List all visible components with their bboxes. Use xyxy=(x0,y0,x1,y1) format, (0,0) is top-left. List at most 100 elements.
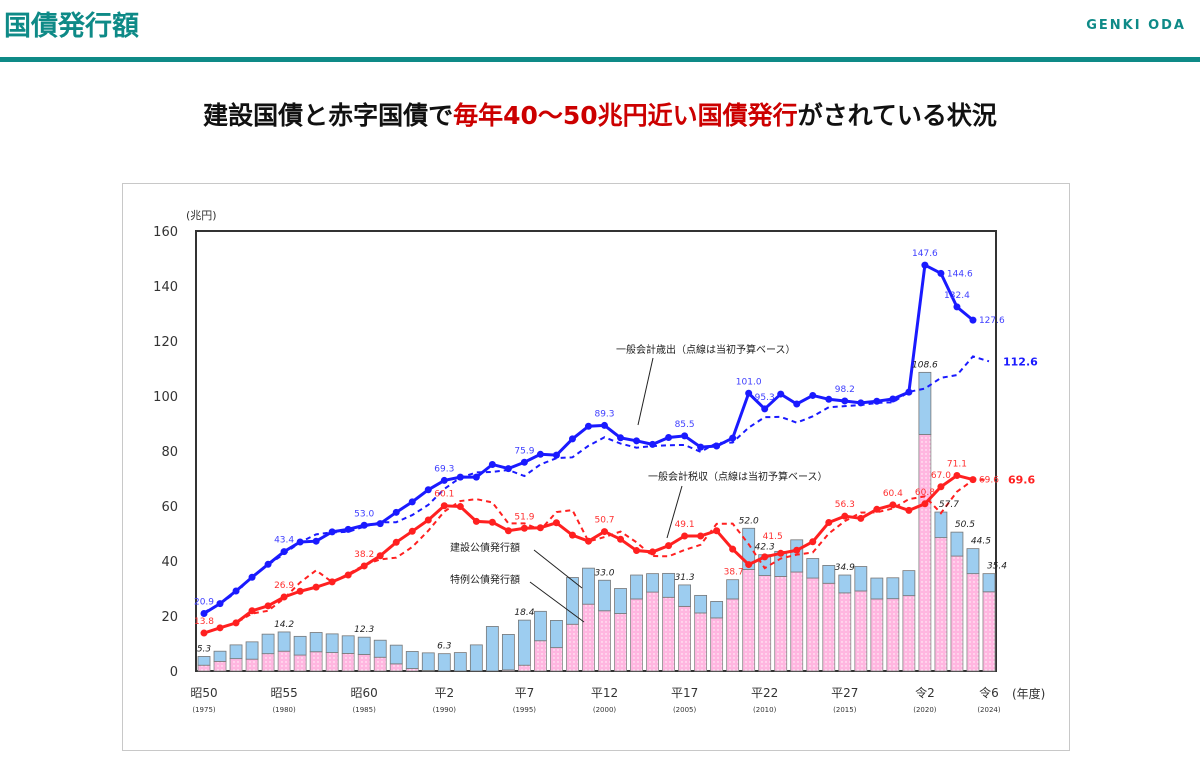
x-tick-sublabel: (2015) xyxy=(833,706,857,714)
bar-deficit-bond xyxy=(982,591,996,672)
y-tick-label: 20 xyxy=(161,610,178,625)
expenditure-value-label: 95.3 xyxy=(755,393,775,403)
bar-deficit-bond xyxy=(742,569,756,672)
bar-construction-bond xyxy=(646,573,659,593)
page-title: 国債発行額 xyxy=(4,11,139,42)
bond-total-label: 44.5 xyxy=(971,537,991,547)
bar-deficit-bond xyxy=(277,650,291,672)
x-tick-label: 令6 xyxy=(979,685,999,700)
expenditure-value-label: 75.9 xyxy=(514,446,534,456)
bond-total-label: 31.3 xyxy=(675,573,695,583)
line-tax-point xyxy=(456,503,464,511)
line-expenditure-point xyxy=(360,521,368,529)
y-tick-label: 60 xyxy=(161,500,178,515)
line-tax-point xyxy=(777,549,785,557)
bar-construction-bond xyxy=(550,620,563,649)
author-name: GENKI ODA xyxy=(1086,18,1186,33)
line-expenditure-point xyxy=(552,451,560,459)
line-expenditure-point xyxy=(889,395,897,403)
line-tax-point xyxy=(857,514,865,522)
bar-construction-bond xyxy=(870,577,884,600)
annotation-expenditure: 一般会計歳出（点線は当初予算ベース） xyxy=(616,343,796,356)
tax-budget-2024-label: 69.6 xyxy=(1008,474,1035,487)
bar-deficit-bond xyxy=(582,603,595,672)
line-tax-point xyxy=(793,546,801,554)
annotation-arrow xyxy=(637,357,654,426)
tax-value-label: 49.1 xyxy=(675,520,695,530)
bar-deficit-bond xyxy=(245,658,259,672)
line-tax-point xyxy=(552,519,560,527)
expenditure-value-label: 127.6 xyxy=(979,316,1005,326)
line-tax-point xyxy=(328,578,336,586)
bar-deficit-bond xyxy=(614,613,627,672)
bar-construction-bond xyxy=(726,579,740,600)
line-tax-point xyxy=(761,553,769,561)
bar-deficit-bond xyxy=(197,664,211,672)
bar-construction-bond xyxy=(902,570,916,597)
expenditure-value-label: 132.4 xyxy=(944,291,970,301)
line-tax-point xyxy=(969,476,977,484)
x-tick-label: 平12 xyxy=(591,686,618,700)
line-expenditure xyxy=(203,262,974,615)
bar-deficit-bond xyxy=(886,598,900,672)
line-expenditure-point xyxy=(873,397,881,405)
headline-part1: 建設国債と赤字国債で xyxy=(203,101,454,130)
line-expenditure-point xyxy=(825,395,833,403)
line-tax-point xyxy=(392,538,400,546)
line-tax-point xyxy=(889,501,897,509)
bar-construction-bond xyxy=(742,527,756,570)
line-tax-point xyxy=(232,619,240,627)
bar-construction-bond xyxy=(373,639,387,658)
chart-frame xyxy=(122,183,1070,751)
y-tick-label: 140 xyxy=(153,280,178,295)
x-tick-label: 令2 xyxy=(915,685,935,700)
line-tax-point xyxy=(264,602,272,610)
line-tax-point xyxy=(649,548,657,556)
line-tax-point xyxy=(536,524,544,532)
bar-construction-bond xyxy=(534,610,547,642)
line-expenditure-point xyxy=(568,435,576,443)
x-tick-label: 昭60 xyxy=(351,686,378,700)
line-expenditure-point xyxy=(697,443,705,451)
bar-construction-bond xyxy=(325,633,339,653)
x-tick-sublabel: (1990) xyxy=(433,706,457,714)
tax-value-label: 56.3 xyxy=(835,500,855,510)
annotation-tax: 一般会計税収（点線は当初予算ベース） xyxy=(648,470,828,483)
x-tick-sublabel: (1995) xyxy=(513,706,537,714)
line-tax-point xyxy=(376,552,384,560)
bar-construction-bond xyxy=(309,632,323,653)
line-tax-point xyxy=(472,517,480,525)
tax-value-label: 50.7 xyxy=(594,516,614,526)
expenditure-value-label: 98.2 xyxy=(835,385,855,395)
line-expenditure-point xyxy=(857,399,865,407)
expenditure-value-label: 85.5 xyxy=(675,420,695,430)
bar-deficit-bond xyxy=(213,660,227,672)
line-tax-point xyxy=(584,537,592,545)
bond-total-label: 50.5 xyxy=(955,520,975,530)
line-tax-point xyxy=(280,593,288,601)
annotations: 一般会計歳出（点線は当初予算ベース） 一般会計税収（点線は当初予算ベース） 建設… xyxy=(450,343,828,623)
line-expenditure-point xyxy=(921,261,929,269)
header-divider xyxy=(0,57,1200,62)
tax-value-label: 41.5 xyxy=(763,532,783,542)
tax-value-label: 38.7 xyxy=(724,568,744,578)
x-tick-label: 平22 xyxy=(751,686,778,700)
bar-construction-bond xyxy=(437,653,451,672)
line-expenditure-point xyxy=(520,458,528,466)
line-tax-point xyxy=(360,562,368,570)
annotation-arrow xyxy=(666,485,683,539)
headline-part2: がされている状況 xyxy=(797,101,997,130)
bar-construction-bond xyxy=(630,574,643,600)
line-expenditure-point xyxy=(232,587,240,595)
line-expenditure-point xyxy=(504,465,512,473)
bar-construction-bond xyxy=(566,577,579,625)
line-expenditure-point xyxy=(665,434,673,442)
line-tax-point xyxy=(937,483,945,491)
bar-deficit-bond xyxy=(534,640,547,672)
tax-value-label: 38.2 xyxy=(354,550,374,560)
line-tax-point xyxy=(617,535,625,543)
line-tax-point xyxy=(312,583,320,591)
line-expenditure-point xyxy=(713,442,721,450)
line-tax-point xyxy=(200,629,208,637)
